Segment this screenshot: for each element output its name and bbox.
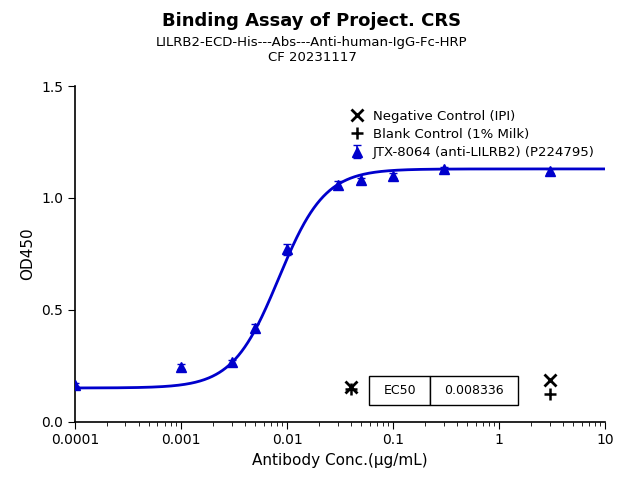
Text: CF 20231117: CF 20231117	[268, 51, 356, 64]
Text: 0.008336: 0.008336	[444, 384, 504, 397]
X-axis label: Antibody Conc.(μg/mL): Antibody Conc.(μg/mL)	[252, 453, 428, 468]
FancyBboxPatch shape	[431, 376, 518, 405]
Text: LILRB2-ECD-His---Abs---Anti-human-IgG-Fc-HRP: LILRB2-ECD-His---Abs---Anti-human-IgG-Fc…	[156, 36, 468, 49]
Blank Control (1% Milk)	[440, 386, 447, 392]
Text: Binding Assay of Project. CRS: Binding Assay of Project. CRS	[162, 12, 462, 30]
Line: Negative Control (IPI): Negative Control (IPI)	[344, 374, 556, 402]
Line: Blank Control (1% Milk): Blank Control (1% Milk)	[344, 383, 556, 404]
Negative Control (IPI)	[440, 384, 447, 390]
Blank Control (1% Milk)	[389, 395, 397, 401]
Y-axis label: OD450: OD450	[21, 228, 36, 280]
Legend: Negative Control (IPI), Blank Control (1% Milk), JTX-8064 (anti-LILRB2) (P224795: Negative Control (IPI), Blank Control (1…	[347, 110, 595, 159]
Negative Control (IPI)	[389, 393, 397, 399]
FancyBboxPatch shape	[369, 376, 431, 405]
Text: EC50: EC50	[383, 384, 416, 397]
Blank Control (1% Milk)	[347, 386, 354, 392]
Blank Control (1% Milk)	[546, 391, 553, 397]
Negative Control (IPI)	[347, 384, 354, 390]
Negative Control (IPI)	[546, 377, 553, 383]
